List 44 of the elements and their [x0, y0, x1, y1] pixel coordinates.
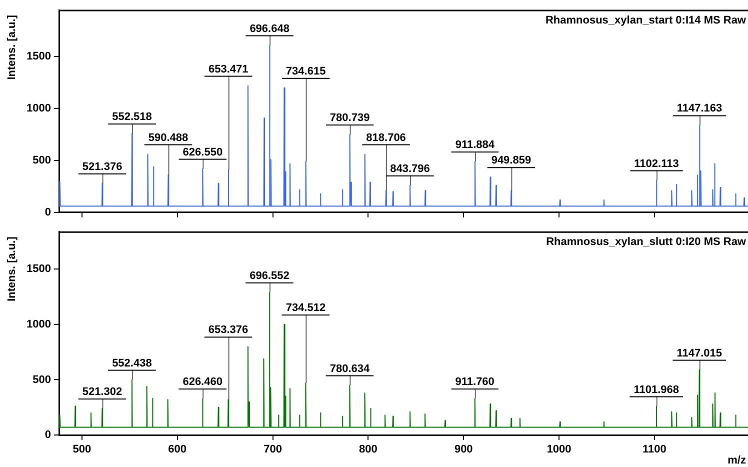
- annotation: 521.376: [82, 160, 122, 173]
- annotation: 734.615: [286, 65, 326, 78]
- annotation: 626.550: [182, 146, 223, 158]
- y-axis-title: Intens. [a.u.]: [6, 14, 18, 80]
- annotation: 1101.968: [634, 384, 679, 396]
- x-tick-label: 900: [454, 444, 473, 456]
- annotation: 818.706: [366, 132, 406, 144]
- y-tick-label: 500: [32, 154, 51, 167]
- x-tick-label: 1000: [546, 444, 572, 456]
- annotation: 590.488: [148, 132, 188, 144]
- y-tick-label: 0: [44, 429, 51, 442]
- chart-title: Rhamnosus_xylan_start 0:I14 MS Raw: [545, 14, 746, 27]
- annotation: 696.552: [250, 270, 290, 282]
- annotation: 653.376: [208, 324, 248, 336]
- annotation: 734.512: [286, 302, 326, 314]
- annotation: 780.739: [330, 112, 370, 124]
- annotation: 696.648: [250, 22, 290, 35]
- annotation: 1102.113: [634, 158, 679, 170]
- chart-title: Rhamnosus_xylan_slutt 0:I20 MS Raw: [546, 236, 746, 248]
- annotation: 949.859: [491, 154, 532, 167]
- annotation: 843.796: [390, 162, 430, 175]
- x-tick-label: 700: [264, 444, 282, 456]
- annotation: 1147.163: [676, 102, 722, 115]
- x-tick-label: 800: [359, 444, 378, 456]
- annotation: 653.471: [208, 63, 248, 76]
- y-tick-label: 0: [44, 206, 51, 218]
- annotation: 911.760: [455, 376, 494, 388]
- y-tick-label: 500: [32, 374, 51, 386]
- y-tick-label: 1000: [26, 318, 51, 330]
- y-tick-label: 1000: [26, 102, 51, 115]
- x-tick-label: 500: [72, 444, 92, 456]
- annotation: 552.518: [112, 111, 152, 124]
- annotation: 552.438: [112, 357, 152, 370]
- annotation: 521.302: [82, 386, 122, 398]
- annotation: 911.884: [455, 139, 496, 152]
- x-tick-label: 600: [168, 444, 187, 456]
- y-tick-label: 1500: [26, 263, 51, 276]
- y-tick-label: 1500: [26, 50, 51, 63]
- annotation: 780.634: [330, 362, 370, 375]
- annotation: 626.460: [182, 376, 222, 388]
- annotation: 1147.015: [676, 347, 722, 360]
- x-axis-title: m/z: [728, 454, 746, 467]
- y-axis-title: Intens. [a.u.]: [6, 236, 18, 302]
- x-tick-label: 1100: [642, 444, 666, 456]
